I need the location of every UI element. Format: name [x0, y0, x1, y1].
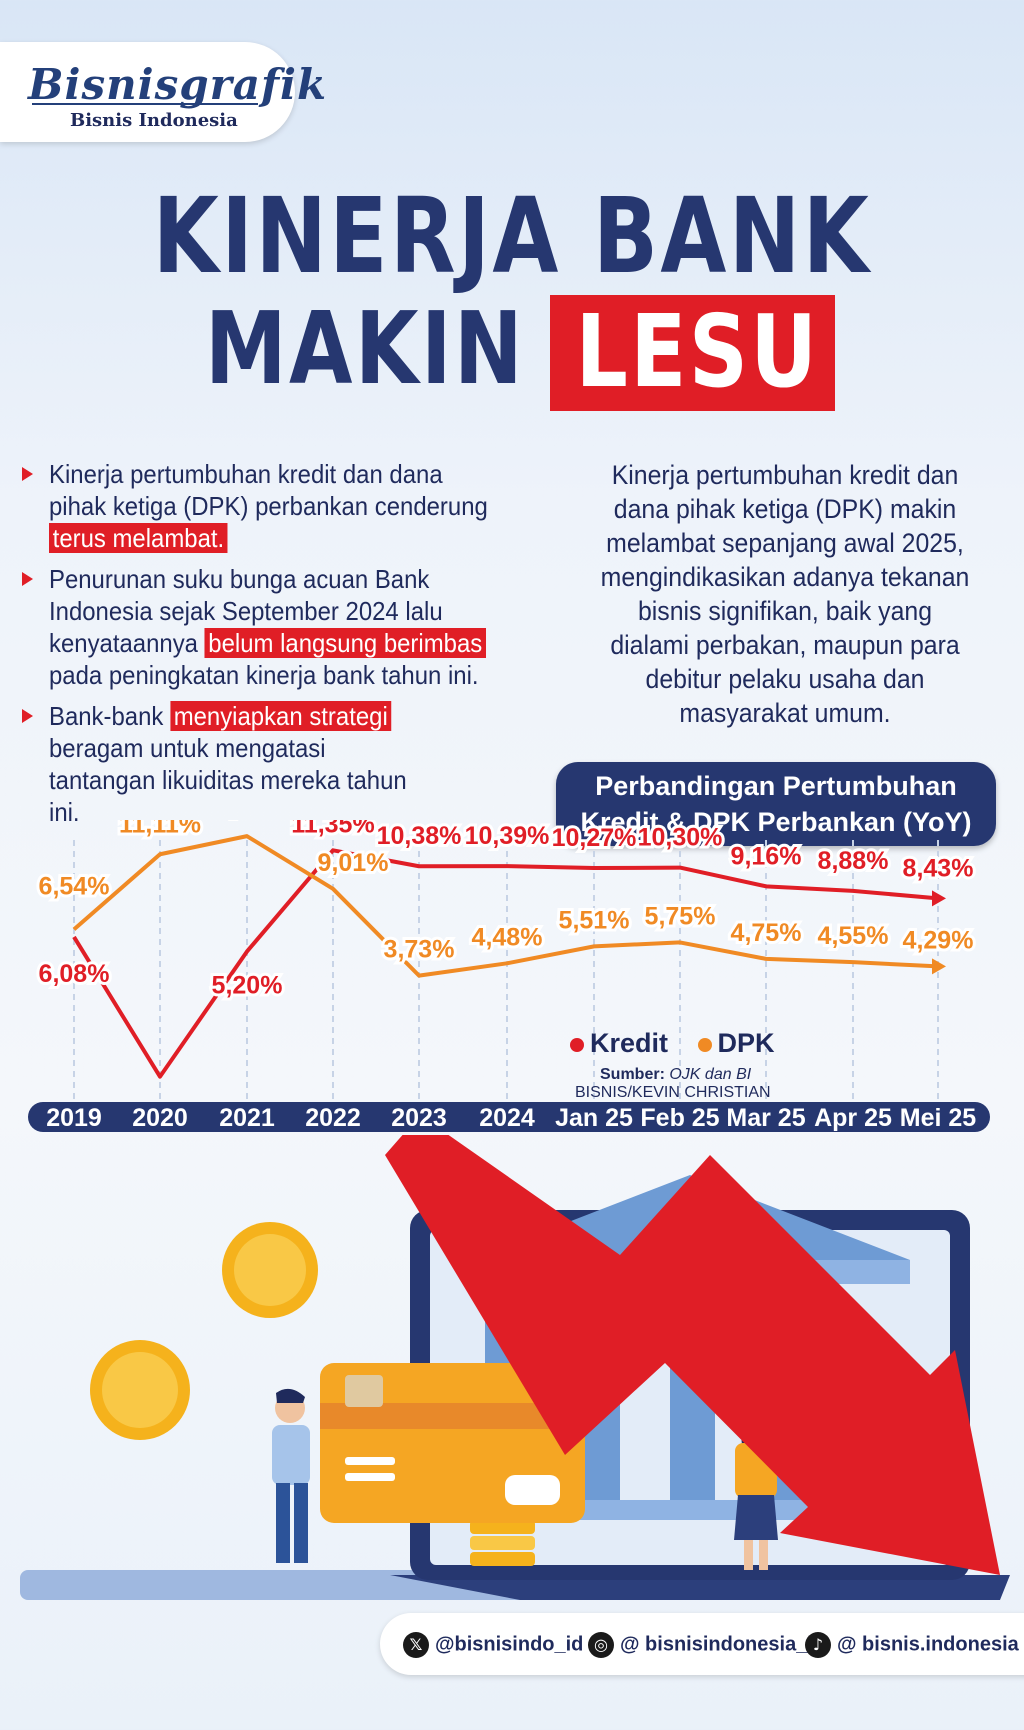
data-label-kredit: 8,88% [818, 847, 889, 875]
data-label-dpk: 4,75% [731, 919, 802, 947]
data-label-kredit: 10,27% [552, 824, 637, 852]
data-label-dpk: 4,29% [903, 926, 974, 954]
line-chart: 6,08%-2,41%5,20%11,35%10,38%10,39%10,27%… [36, 820, 976, 1102]
kredit-dot-icon [570, 1037, 584, 1052]
instagram-icon: ◎ [588, 1632, 614, 1658]
data-label-dpk: 11,11% [119, 820, 201, 838]
x-tick-label: Jan 25 [555, 1104, 633, 1132]
data-label-kredit: 10,39% [465, 822, 550, 850]
x-tick-label: Feb 25 [640, 1104, 720, 1132]
data-label-dpk: 4,48% [472, 923, 543, 951]
data-label-kredit: 9,16% [731, 842, 802, 870]
chart-title-box [556, 762, 996, 846]
legend-dpk: DPK [697, 1028, 775, 1058]
tiktok-icon: ♪ [805, 1632, 831, 1658]
social-x[interactable]: 𝕏 @bisnisindo_id [403, 1632, 583, 1658]
bullet-arrow-icon [22, 709, 33, 723]
title-highlight-box [550, 295, 835, 411]
x-icon: 𝕏 [403, 1632, 429, 1658]
x-axis-bar [28, 1102, 990, 1132]
x-tick-label: 2024 [479, 1104, 535, 1132]
brand-pill [0, 42, 295, 142]
coin-stack-shape [470, 1520, 535, 1534]
data-label-kredit: 10,38% [377, 822, 462, 850]
summary-paragraph: Kinerja pertumbuhan kredit dan dana piha… [600, 460, 970, 728]
bullet-arrow-icon [22, 467, 33, 481]
bullet-1: Kinerja pertumbuhan kredit dan dana piha… [22, 458, 529, 554]
x-tick-label: 2023 [391, 1104, 447, 1132]
series-line-kredit [72, 848, 939, 1079]
data-label-kredit: 5,20% [212, 971, 283, 999]
brand-divider [32, 103, 258, 105]
social-footer [380, 1613, 1024, 1675]
bullet-2-highlight: belum langsung berimbas [204, 628, 486, 658]
x-tick-label: Mar 25 [726, 1104, 806, 1132]
x-tick-label: 2020 [132, 1104, 188, 1132]
title-line-2: MAKIN [205, 290, 526, 407]
bullet-3-highlight: menyiapkan strategi [170, 701, 392, 731]
downtrend-arrow-shape [385, 1135, 1000, 1575]
data-label-dpk: 5,51% [559, 906, 630, 934]
data-label-dpk: 5,75% [645, 902, 716, 930]
coin-1-inner-shape [234, 1234, 306, 1306]
x-tick-label: 2022 [305, 1104, 361, 1132]
brand-logo: Bisnisgrafik [28, 60, 328, 109]
data-label-dpk: 9,01% [318, 849, 389, 877]
data-label-kredit: 11,35% [291, 820, 374, 838]
bullet-arrow-icon [22, 572, 33, 586]
bullet-1-highlight: terus melambat. [49, 523, 228, 553]
data-label-kredit: 6,08% [39, 960, 110, 988]
social-tiktok[interactable]: ♪ @ bisnis.indonesia [805, 1632, 1019, 1658]
laptop-base-shape [390, 1575, 1010, 1600]
chart-credit: BISNIS/KEVIN CHRISTIAN [575, 1084, 771, 1101]
series-line-dpk [72, 834, 939, 978]
data-label-dpk: 4,55% [818, 922, 889, 950]
data-label-kredit: 8,43% [903, 854, 974, 882]
series-arrowhead-kredit [932, 890, 946, 907]
x-tick-label: 2021 [219, 1104, 275, 1132]
bank-illustration [20, 1135, 1010, 1600]
data-label-dpk: 3,73% [384, 936, 455, 964]
title-line-1: KINERJA BANK [152, 175, 872, 297]
x-tick-label: Mei 25 [899, 1104, 977, 1132]
card-chip-shape [345, 1375, 383, 1407]
x-tick-label: 2019 [46, 1104, 102, 1132]
bullet-2: Penurunan suku bunga acuan Bank Indonesi… [22, 563, 529, 691]
chart-source: Sumber: OJK dan BI [600, 1066, 752, 1083]
title-highlight: LESU [575, 293, 820, 410]
social-instagram[interactable]: ◎ @ bisnisindonesia_id [588, 1632, 825, 1658]
legend: Kredit DPK [570, 1028, 775, 1059]
brand-sub: Bisnis Indonesia [70, 110, 238, 131]
x-tick-label: Apr 25 [814, 1104, 892, 1132]
legend-kredit: Kredit [570, 1028, 668, 1058]
coin-2-inner-shape [102, 1352, 178, 1428]
chart-title: Perbandingan Pertumbuhan Kredit & DPK Pe… [580, 771, 972, 837]
dpk-dot-icon [697, 1037, 712, 1052]
series-arrowhead-dpk [932, 958, 946, 975]
data-label-kredit: 10,30% [638, 824, 723, 852]
bullet-3: Bank-bank menyiapkan strategi beragam un… [22, 700, 469, 828]
data-label-dpk: 6,54% [39, 872, 110, 900]
